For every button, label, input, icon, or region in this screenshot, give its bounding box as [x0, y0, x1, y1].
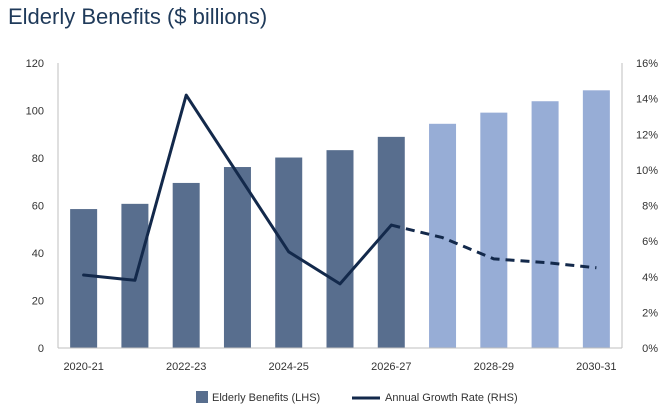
y-left-tick-label: 0 — [38, 343, 44, 355]
y-right-tick-label: 12% — [636, 129, 658, 141]
growth-rate-line-projected — [390, 223, 597, 270]
axes: 0 20 40 60 80 100 120 0% 2% 4% 6% 8% 10% 12% 14% 16% 202… — [26, 58, 659, 373]
x-tick-label: 2026-27 — [371, 361, 411, 373]
bar-projected — [480, 112, 508, 348]
bar-actual — [326, 150, 354, 348]
bar-actual — [377, 136, 405, 348]
y-right-tick-label: 10% — [636, 165, 658, 177]
growth-rate-line-actual — [82, 93, 393, 286]
chart-title: Elderly Benefits ($ billions) — [8, 4, 268, 29]
bar-projected — [531, 101, 559, 348]
y-left-tick-label: 60 — [32, 201, 44, 213]
y-left-tick-label: 100 — [26, 106, 44, 118]
legend-swatch-bar — [196, 391, 208, 403]
x-tick-label: 2030-31 — [576, 361, 616, 373]
y-right-tick-label: 14% — [636, 94, 658, 106]
legend-label-line: Annual Growth Rate (RHS) — [385, 392, 518, 404]
x-tick-label: 2028-29 — [474, 361, 514, 373]
y-left-tick-label: 120 — [26, 58, 44, 70]
y-right-tick-label: 2% — [642, 307, 658, 319]
x-tick-label: 2020-21 — [63, 361, 103, 373]
bar-actual — [172, 182, 200, 348]
bar-actual — [223, 167, 251, 348]
bar-actual — [70, 209, 98, 348]
y-right-tick-label: 8% — [642, 201, 658, 213]
line-series — [82, 93, 597, 286]
legend: Elderly Benefits (LHS) Annual Growth Rate… — [196, 391, 518, 404]
legend-label-bar: Elderly Benefits (LHS) — [212, 392, 320, 404]
y-right-tick-label: 4% — [642, 272, 658, 284]
y-right-tick-label: 6% — [642, 236, 658, 248]
x-tick-label: 2022-23 — [166, 361, 206, 373]
y-right-tick-label: 16% — [636, 58, 658, 70]
y-left-tick-label: 20 — [32, 296, 44, 308]
bar-projected — [582, 90, 610, 348]
x-tick-label: 2024-25 — [269, 361, 309, 373]
bar-series — [70, 90, 610, 348]
y-right-tick-label: 0% — [642, 343, 658, 355]
y-left-tick-label: 80 — [32, 153, 44, 165]
bar-projected — [429, 123, 457, 348]
y-left-tick-label: 40 — [32, 248, 44, 260]
